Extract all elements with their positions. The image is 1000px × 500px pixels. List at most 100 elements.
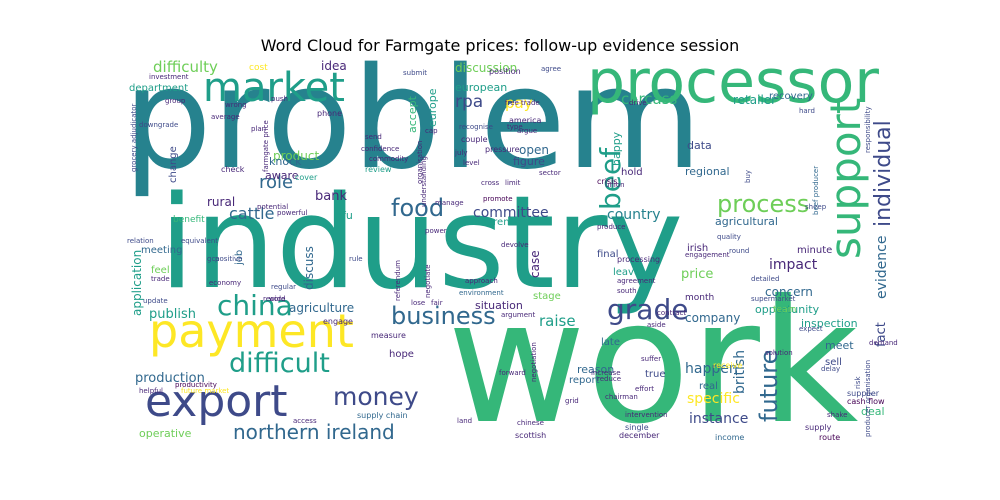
word-company: company [685,311,741,325]
word-argument: argument [501,311,536,319]
word-commodity: commodity [369,155,409,163]
word-minute: minute [797,245,833,256]
word-hard: hard [799,107,815,115]
word-reduce: reduce [597,375,622,383]
word-economy: economy [209,279,242,287]
word-situation: situation [475,299,523,312]
word-meet: meet [825,339,854,352]
word-northern-ireland: northern ireland [233,420,395,444]
word-individual: individual [871,120,896,227]
word-price: price [681,267,714,282]
word-support: support [821,97,870,259]
word-power: power [425,227,447,235]
word-income: income [715,433,745,442]
word-raise: raise [539,312,576,330]
word-delay: delay [821,365,841,373]
word-forward: forward [499,369,526,377]
word-grade: grade [607,293,689,326]
word-future-market: future market [181,387,230,395]
word-discuss: discuss [302,246,316,290]
word-knock: knock [269,155,302,168]
word-responsibility: responsibility [864,106,872,153]
word-specific: specific [687,391,740,407]
word-european: european [455,81,508,94]
word-organisation: organisation [416,140,424,185]
word-rule: rule [349,255,363,263]
word-aside: aside [647,321,666,329]
word-supplier: supplier [847,389,880,398]
word-suffer: suffer [641,355,662,363]
word-recovery: recovery [769,91,813,102]
word-feel: feel [151,265,170,276]
word-final: final [597,249,619,260]
word-idea: idea [321,60,347,73]
word-sheep: sheep [805,203,827,211]
word-hope: hope [389,349,414,360]
word-free-trade: free trade [505,99,540,107]
word-committee: committee [473,205,549,221]
word-rpa: rpa [455,92,484,112]
word-meeting: meeting [141,245,183,256]
word-lose: lose [411,299,426,307]
word-beef-producer: beef producer [812,165,820,215]
word-department: department [129,83,189,94]
word-engagement: engagement [685,251,730,259]
word-concern: concern [765,285,813,299]
word-shake: shake [827,411,848,419]
word-manage: manage [435,199,464,207]
word-china: china [217,289,293,322]
word-inspection: inspection [801,317,858,330]
word-month: month [685,293,715,303]
word-real: real [699,381,718,392]
word-application: application [130,249,144,316]
word-benefit: benefit [173,215,205,225]
word-processor: processor [587,60,879,117]
word-negotiate: negotiate [424,264,432,299]
word-confidence: confidence [361,145,400,153]
word-europe: europe [426,88,439,128]
word-discussion: discussion [455,61,518,75]
word-report: report [569,375,600,386]
word-supermarket: supermarket [751,295,796,303]
word-payment: payment [149,304,354,358]
word-access: access [293,417,317,425]
word-negotiation: negotiation [530,342,538,382]
word-pressure: pressure [485,145,520,154]
word-contract: contract [657,309,687,317]
word-country: country [607,207,661,223]
word-increase: increase [591,369,621,377]
word-cattle: cattle [229,204,275,223]
word-route: route [819,433,841,442]
word-retailer: retailer [733,93,777,107]
word-problem: problem [125,60,703,201]
word-supply: supply [805,423,832,432]
word-december: december [619,431,660,440]
word-business: business [391,302,496,330]
word-hold: hold [621,167,643,178]
word-measure: measure [371,331,406,340]
word-cover: cover [295,173,318,182]
word-sector: sector [539,169,561,177]
word-difference: difference [471,217,522,228]
word-evidence: evidence [874,235,890,299]
word-regional: regional [685,165,730,178]
word-chairman: chairman [605,393,638,401]
word-investment: investment [149,73,189,81]
word-agree: agree [541,65,562,73]
word-send: send [365,133,382,141]
word-scottish: scottish [515,431,547,440]
word-risk: risk [854,376,862,389]
word-agreement: agreement [617,277,656,285]
word-detailed: detailed [751,275,780,283]
word-late: late [601,337,620,348]
word-fair: fair [431,299,443,307]
word-nfu: nfu [335,209,353,222]
word-check: check [221,165,245,174]
word-sell: sell [825,357,842,368]
word-aware: aware [265,169,299,182]
word-equivalent: equivalent [181,237,218,245]
word-agricultural: agricultural [715,215,778,228]
word-south: south [617,287,637,295]
word-buy: buy [744,169,752,183]
word-figure: figure [513,155,545,168]
